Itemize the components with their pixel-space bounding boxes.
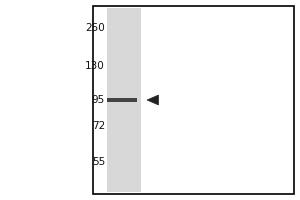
- Polygon shape: [147, 95, 158, 105]
- Bar: [106, 98, 136, 102]
- Text: 95: 95: [92, 95, 105, 105]
- Text: 72: 72: [92, 121, 105, 131]
- Bar: [106, 8, 141, 192]
- Text: 55: 55: [92, 157, 105, 167]
- Text: 130: 130: [85, 61, 105, 71]
- Text: 250: 250: [85, 23, 105, 33]
- Bar: [93, 6, 294, 194]
